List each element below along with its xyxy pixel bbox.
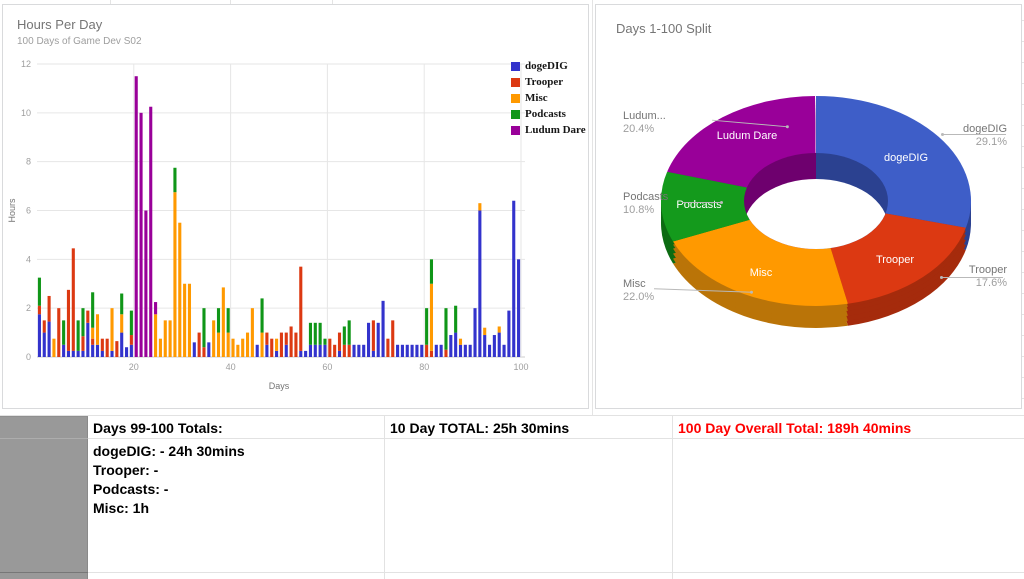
svg-text:40: 40 [226, 362, 236, 372]
svg-text:60: 60 [322, 362, 332, 372]
gray-column-separator [0, 572, 88, 573]
svg-text:12: 12 [21, 59, 31, 69]
sheet-gridline-v [592, 0, 593, 416]
svg-text:6: 6 [26, 206, 31, 216]
svg-text:0: 0 [26, 352, 31, 362]
bar-chart-title: Hours Per Day [17, 17, 103, 32]
legend-item-trooper: Trooper [511, 74, 586, 90]
row-header-column[interactable] [0, 416, 88, 579]
cell-10-day-total[interactable]: 10 Day TOTAL: 25h 30mins [390, 420, 570, 436]
legend-item-dogedig: dogeDIG [511, 58, 586, 74]
pie-slice-label-misc: Misc [749, 267, 773, 279]
pie-callout-misc: Misc 22.0% [623, 278, 655, 303]
legend-label: Ludum Dare [525, 124, 586, 136]
legend-swatch-icon [511, 61, 520, 71]
svg-text:80: 80 [419, 362, 429, 372]
pie-chart-plot [661, 95, 971, 328]
legend-swatch-icon [511, 125, 520, 135]
svg-text:2: 2 [26, 303, 31, 313]
cell-100-day-overall-total[interactable]: 100 Day Overall Total: 189h 40mins [678, 420, 912, 436]
pie-callout-dogedig: dogeDIG 29.1% [962, 123, 1007, 148]
pie-leader-dogedig [941, 133, 1006, 136]
breakdown-line-dogedig[interactable]: dogeDIG: - 24h 30mins [93, 443, 245, 459]
pie-slice-label-trooper: Trooper [875, 254, 915, 266]
pie-slice-label-ludum-dare: Ludum Dare [716, 130, 778, 142]
legend-swatch-icon [511, 77, 520, 87]
table-gridline [672, 416, 673, 579]
svg-text:20: 20 [129, 362, 139, 372]
sheet-gridline-right-strip [1021, 0, 1024, 416]
table-gridline [88, 572, 1024, 573]
breakdown-line-podcasts[interactable]: Podcasts: - [93, 481, 169, 497]
table-gridline [0, 415, 1024, 416]
legend-swatch-icon [511, 93, 520, 103]
svg-text:Days: Days [269, 381, 290, 391]
bar-chart-card[interactable]: Hours Per Day 100 Days of Game Dev S02 0… [2, 4, 589, 409]
pie-callout-trooper: Trooper 17.6% [968, 264, 1007, 289]
sheet-gridline-v [230, 0, 231, 4]
bar-chart-subtitle: 100 Days of Game Dev S02 [17, 36, 142, 47]
bar-chart-plot: 0 2 4 6 8 10 12 20 40 60 80 100 Hours Days [7, 59, 529, 391]
pie-chart-title: Days 1-100 Split [616, 21, 712, 36]
breakdown-line-trooper[interactable]: Trooper: - [93, 462, 159, 478]
legend-item-ludum-dare: Ludum Dare [511, 122, 586, 138]
sheet-gridline-v [332, 0, 333, 4]
pie-chart-card[interactable]: Days 1-100 Split dogeDIG Trooper Misc Po… [595, 4, 1022, 409]
pie-callout-ludum-dare: Ludum... 20.4% [623, 110, 666, 135]
legend-swatch-icon [511, 109, 520, 119]
legend-item-misc: Misc [511, 90, 586, 106]
gray-column-separator [0, 438, 88, 439]
breakdown-line-misc[interactable]: Misc: 1h [93, 500, 150, 516]
table-gridline [384, 416, 385, 579]
svg-text:10: 10 [21, 108, 31, 118]
legend-label: dogeDIG [525, 60, 568, 72]
svg-text:8: 8 [26, 157, 31, 167]
legend-label: Podcasts [525, 108, 566, 120]
pie-callout-podcasts: Podcasts 10.8% [623, 191, 669, 216]
legend-label: Misc [525, 92, 548, 104]
legend-item-podcasts: Podcasts [511, 106, 586, 122]
svg-text:100: 100 [513, 362, 528, 372]
pie-slice-label-podcasts: Podcasts [676, 199, 722, 211]
svg-text:Hours: Hours [7, 198, 17, 223]
pie-leader-podcasts [682, 201, 723, 204]
bar-chart-legend: dogeDIG Trooper Misc Podcasts Ludum Dare [511, 58, 586, 138]
table-gridline [88, 438, 1024, 439]
legend-label: Trooper [525, 76, 564, 88]
svg-text:4: 4 [26, 254, 31, 264]
pie-leader-trooper [940, 276, 1003, 279]
cell-days-99-100-totals[interactable]: Days 99-100 Totals: [93, 420, 223, 436]
pie-slice-label-dogedig: dogeDIG [883, 152, 929, 164]
sheet-gridline-v [110, 0, 111, 4]
